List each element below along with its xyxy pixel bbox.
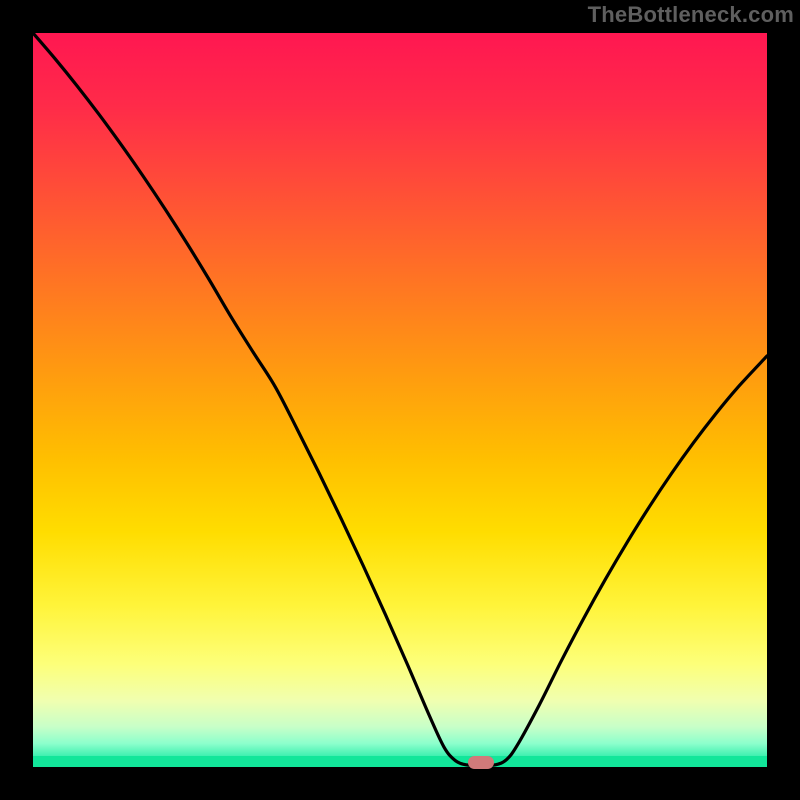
curve-path: [33, 33, 767, 766]
chart-canvas: TheBottleneck.com: [0, 0, 800, 800]
watermark-text: TheBottleneck.com: [588, 2, 794, 28]
bottleneck-curve: [33, 33, 767, 767]
plot-area: [33, 33, 767, 767]
optimum-marker: [468, 756, 494, 769]
